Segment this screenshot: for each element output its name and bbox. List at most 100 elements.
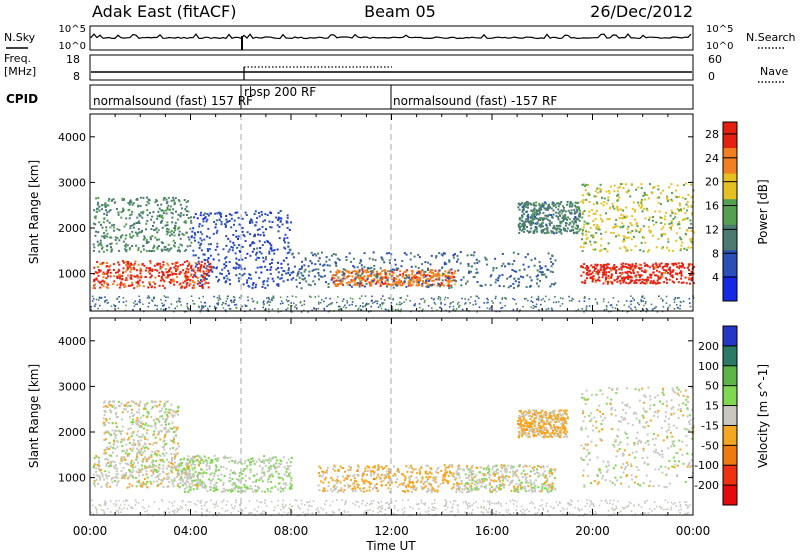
echo-cell: [195, 459, 198, 462]
echo-cell: [125, 260, 128, 263]
echo-cell: [581, 238, 583, 241]
echo-cell: [435, 255, 438, 257]
echo-cell: [540, 271, 543, 274]
echo-cell: [260, 266, 263, 269]
echo-cell: [230, 214, 233, 217]
echo-cell: [102, 272, 105, 275]
echo-cell: [95, 210, 98, 213]
echo-cell: [163, 280, 166, 283]
echo-cell: [597, 191, 600, 194]
echo-cell: [287, 468, 290, 471]
echo-cell: [456, 260, 458, 263]
echo-cell: [400, 280, 402, 283]
velocity-echo-marks: [90, 386, 695, 517]
echo-cell: [258, 276, 261, 279]
echo-cell: [605, 271, 608, 274]
echo-cell: [687, 194, 690, 196]
echo-cell: [254, 484, 257, 487]
echo-cell: [279, 490, 282, 493]
echo-cell: [148, 281, 151, 284]
echo-cell: [269, 247, 272, 250]
echo-cell: [147, 457, 150, 460]
echo-cell: [174, 430, 177, 433]
echo-cell: [135, 244, 138, 247]
echo-cell: [332, 253, 335, 256]
echo-cell: [277, 476, 280, 479]
echo-cell: [375, 273, 378, 276]
echo-cell: [352, 257, 355, 260]
echo-cell: [162, 467, 165, 470]
echo-cell: [536, 269, 539, 272]
echo-cell: [602, 204, 605, 207]
echo-cell: [118, 429, 120, 432]
echo-cell: [179, 482, 182, 484]
echo-cell: [641, 269, 643, 272]
echo-cell: [507, 262, 510, 265]
echo-cell: [617, 193, 620, 196]
echo-cell: [206, 259, 209, 261]
echo-cell: [680, 244, 683, 247]
echo-cell: [407, 279, 410, 282]
echo-cell: [133, 202, 135, 205]
echo-cell: [136, 455, 138, 458]
echo-cell: [187, 457, 190, 460]
echo-cell: [639, 276, 642, 279]
echo-cell: [104, 206, 107, 209]
echo-cell: [663, 218, 666, 221]
echo-cell: [276, 276, 279, 279]
echo-cell: [374, 484, 377, 487]
echo-cell: [167, 250, 170, 253]
echo-cell: [333, 282, 336, 285]
echo-cell: [620, 266, 623, 269]
echo-cell: [395, 267, 398, 270]
echo-cell: [185, 231, 188, 234]
echo-cell: [555, 211, 558, 214]
echo-cell: [172, 438, 175, 441]
echo-cell: [303, 303, 306, 306]
echo-cell: [160, 275, 163, 278]
echo-cell: [622, 240, 625, 243]
echo-cell: [368, 310, 370, 313]
echo-cell: [263, 234, 265, 237]
echo-cell: [652, 266, 655, 269]
echo-cell: [243, 468, 246, 470]
echo-cell: [644, 282, 647, 285]
echo-cell: [594, 218, 597, 220]
echo-cell: [199, 231, 202, 234]
echo-cell: [670, 220, 673, 222]
echo-cell: [241, 477, 244, 480]
echo-cell: [199, 479, 202, 481]
echo-cell: [213, 490, 216, 492]
echo-cell: [193, 466, 196, 469]
echo-cell: [392, 271, 395, 274]
echo-cell: [457, 269, 460, 272]
echo-cell: [125, 277, 128, 280]
echo-cell: [102, 250, 105, 253]
echo-cell: [522, 305, 524, 308]
echo-cell: [172, 231, 175, 234]
echo-cell: [233, 461, 236, 464]
echo-cell: [95, 471, 98, 473]
echo-cell: [128, 441, 131, 444]
echo-cell: [670, 274, 673, 277]
echo-cell: [644, 271, 647, 274]
echo-cell: [601, 265, 604, 268]
echo-cell: [214, 489, 217, 491]
echo-cell: [275, 466, 278, 469]
echo-cell: [364, 295, 367, 297]
echo-cell: [181, 473, 184, 476]
echo-cell: [391, 270, 394, 273]
echo-cell: [672, 264, 675, 267]
echo-cell: [99, 269, 102, 272]
echo-cell: [131, 484, 134, 487]
echo-cell: [259, 234, 262, 237]
echo-cell: [103, 217, 106, 220]
echo-cell: [329, 303, 331, 305]
echo-cell: [624, 271, 627, 274]
echo-cell: [357, 282, 360, 285]
echo-cell: [540, 224, 543, 227]
echo-cell: [611, 282, 614, 285]
echo-cell: [176, 426, 179, 429]
echo-cell: [115, 433, 118, 436]
echo-cell: [642, 194, 645, 197]
